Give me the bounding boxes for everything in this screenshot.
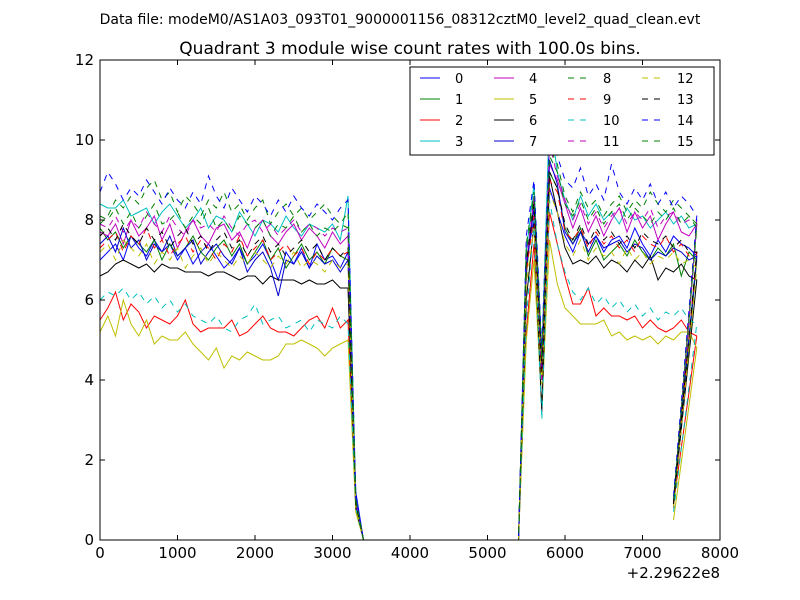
series-line-3 bbox=[99, 111, 698, 541]
figure-suptitle: Data file: modeM0/AS1A03_093T01_90000011… bbox=[100, 12, 701, 28]
legend-label-14: 14 bbox=[677, 114, 694, 129]
series-line-1 bbox=[99, 171, 698, 541]
series-layer bbox=[99, 111, 698, 541]
y-tick-label: 2 bbox=[84, 451, 94, 469]
series-line-11 bbox=[99, 143, 698, 541]
legend-label-8: 8 bbox=[603, 72, 611, 87]
y-tick-label: 6 bbox=[84, 291, 94, 309]
legend-label-15: 15 bbox=[677, 135, 694, 150]
legend-label-13: 13 bbox=[677, 93, 694, 108]
series-line-4 bbox=[99, 163, 698, 541]
y-tick-label: 12 bbox=[75, 51, 94, 69]
series-line-0 bbox=[99, 187, 698, 541]
legend-label-10: 10 bbox=[603, 114, 620, 129]
series-line-2 bbox=[99, 211, 698, 541]
y-tick-label: 8 bbox=[84, 211, 94, 229]
x-tick-label: 1000 bbox=[158, 544, 196, 562]
series-line-15 bbox=[99, 155, 698, 541]
legend-label-9: 9 bbox=[603, 93, 611, 108]
ticks-layer: 0 1000 2000 3000 4000 5000 6000 7000 80000246810… bbox=[75, 51, 739, 562]
x-tick-label: 2000 bbox=[236, 544, 274, 562]
legend-label-4: 4 bbox=[529, 72, 537, 87]
legend-label-11: 11 bbox=[603, 135, 620, 150]
x-tick-label: 6000 bbox=[546, 544, 584, 562]
x-tick-label: 0 bbox=[95, 544, 105, 562]
x-tick-label: 7000 bbox=[623, 544, 661, 562]
y-tick-label: 4 bbox=[84, 371, 94, 389]
series-line-14 bbox=[99, 139, 698, 541]
chart-title: Quadrant 3 module wise count rates with … bbox=[179, 39, 640, 59]
x-tick-label: 8000 bbox=[701, 544, 739, 562]
x-tick-label: 5000 bbox=[468, 544, 506, 562]
legend-label-1: 1 bbox=[455, 93, 463, 108]
series-line-8 bbox=[99, 147, 698, 541]
x-tick-label: 4000 bbox=[391, 544, 429, 562]
legend-label-12: 12 bbox=[677, 72, 694, 87]
series-line-10 bbox=[99, 199, 698, 541]
legend-box bbox=[409, 66, 715, 156]
series-line-5 bbox=[99, 239, 698, 541]
series-line-12 bbox=[99, 191, 698, 541]
series-line-13 bbox=[99, 171, 698, 541]
series-line-7 bbox=[99, 159, 698, 541]
x-offset-label: +2.29622e8 bbox=[627, 564, 720, 582]
legend-label-7: 7 bbox=[529, 135, 537, 150]
y-tick-label: 0 bbox=[84, 531, 94, 549]
x-tick-label: 3000 bbox=[313, 544, 351, 562]
legend-label-0: 0 bbox=[455, 72, 463, 87]
legend-label-2: 2 bbox=[455, 114, 463, 129]
legend-label-3: 3 bbox=[455, 135, 463, 150]
legend-label-5: 5 bbox=[529, 93, 537, 108]
series-line-9 bbox=[99, 178, 698, 541]
series-line-6 bbox=[99, 175, 698, 541]
legend-label-6: 6 bbox=[529, 114, 537, 129]
y-tick-label: 10 bbox=[75, 131, 94, 149]
